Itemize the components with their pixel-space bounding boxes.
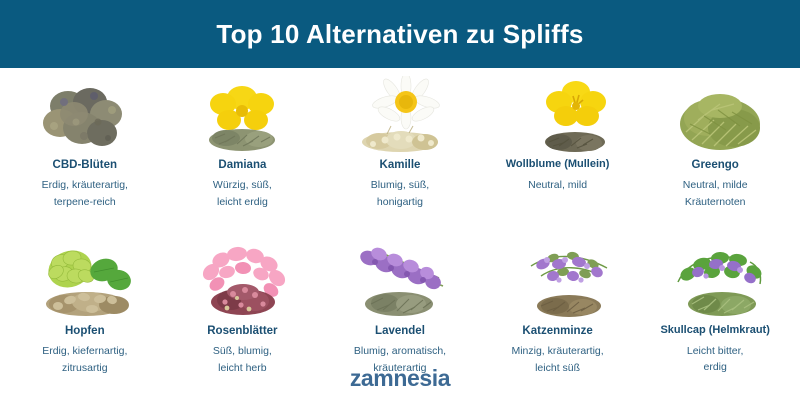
lavender-sprig-image (339, 242, 461, 320)
item-title: Wollblume (Mullein) (505, 158, 610, 170)
item-title: Kamille (379, 159, 421, 171)
item-description: Würzig, süß, leicht erdig (212, 179, 272, 208)
item-title: Katzenminze (522, 325, 593, 337)
item-title: Damiana (218, 159, 267, 171)
item-katzenminze: Katzenminze Minzig, kräuterartig, leicht… (479, 242, 637, 376)
chamomile-flower-image (339, 76, 461, 154)
item-description: Neutral, mild (528, 178, 588, 191)
item-wollblume-mullein: Wollblume (Mullein) Neutral, mild (479, 76, 637, 193)
item-hopfen: Hopfen Erdig, kiefernartig, zitrusartig (6, 242, 164, 376)
item-description: Blumig, süß, honigartig (370, 179, 430, 208)
rose-petals-image (181, 242, 303, 320)
item-description: Erdig, kiefernartig, zitrusartig (42, 345, 128, 374)
item-cbd-blueten: CBD-Blüten Erdig, kräuterartig, terpene-… (6, 76, 164, 210)
skullcap-plant-image (654, 242, 776, 320)
item-kamille: Kamille Blumig, süß, honigartig (321, 76, 479, 210)
item-title: CBD-Blüten (52, 159, 118, 171)
item-description: Minzig, kräuterartig, leicht süß (511, 345, 604, 374)
item-title: Lavendel (375, 325, 425, 337)
item-skullcap-helmkraut: Skullcap (Helmkraut) Leicht bitter, erdi… (636, 242, 794, 375)
items-row: CBD-Blüten Erdig, kräuterartig, terpene-… (0, 68, 800, 234)
header-banner: Top 10 Alternativen zu Spliffs (0, 0, 800, 68)
item-description: Neutral, milde Kräuternoten (682, 179, 748, 208)
item-description: Blumig, aromatisch, kräuterartig (353, 345, 447, 374)
mullein-flower-image (497, 76, 619, 154)
catnip-flower-image (497, 242, 619, 320)
page-title: Top 10 Alternativen zu Spliffs (216, 19, 584, 49)
item-greengo: Greengo Neutral, milde Kräuternoten (636, 76, 794, 210)
damiana-flower-image (181, 76, 303, 154)
item-damiana: Damiana Würzig, süß, leicht erdig (164, 76, 322, 210)
cbd-buds-image (24, 76, 146, 154)
item-title: Rosenblätter (207, 325, 278, 337)
item-description: Süß, blumig, leicht herb (212, 345, 272, 374)
item-description: Leicht bitter, erdig (686, 344, 744, 374)
item-lavendel: Lavendel Blumig, aromatisch, kräuterarti… (321, 242, 479, 376)
item-title: Skullcap (Helmkraut) (660, 324, 770, 336)
hops-cone-image (24, 242, 146, 320)
item-title: Hopfen (64, 325, 105, 337)
item-title: Greengo (691, 159, 739, 171)
item-rosenblaetter: Rosenblätter Süß, blumig, leicht herb (164, 242, 322, 376)
greengo-herb-image (654, 76, 776, 154)
items-row: Hopfen Erdig, kiefernartig, zitrusartig (0, 234, 800, 400)
item-description: Erdig, kräuterartig, terpene-reich (41, 179, 128, 208)
items-grid: CBD-Blüten Erdig, kräuterartig, terpene-… (0, 68, 800, 400)
